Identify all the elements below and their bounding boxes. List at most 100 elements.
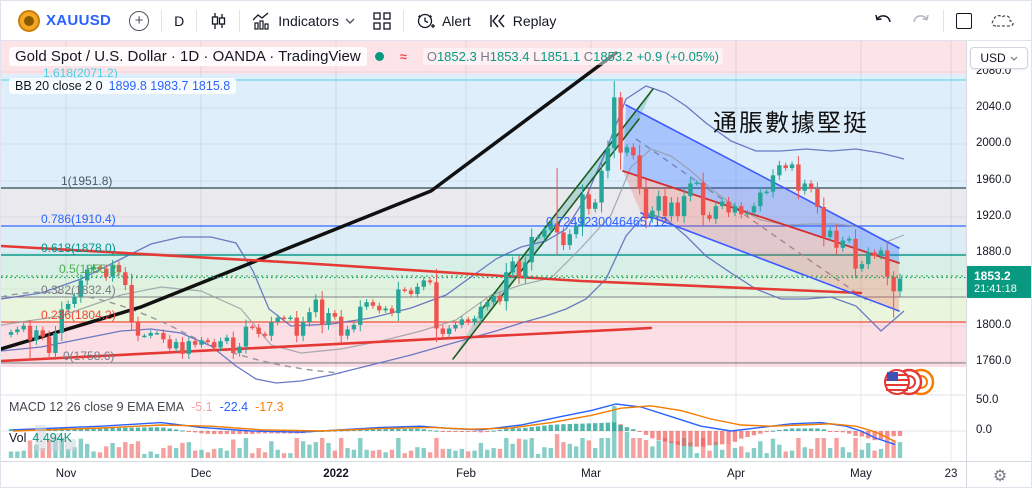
interval-button[interactable]: D — [165, 6, 193, 36]
volume-bar — [675, 441, 680, 458]
symbol-button[interactable]: XAUUSD — [9, 6, 120, 36]
macd-histogram-bar — [491, 430, 496, 432]
macd-histogram-bar — [580, 423, 585, 431]
macd-histogram-bar — [643, 431, 649, 435]
fib-level-label: 0.236(1804.2) — [41, 308, 116, 322]
macd-histogram-bar — [637, 431, 642, 432]
currency-selector[interactable]: USD — [970, 47, 1028, 69]
volume-bar — [796, 438, 801, 458]
volume-bar — [802, 447, 807, 458]
volume-bar — [15, 451, 20, 458]
macd-histogram-bar — [262, 431, 268, 434]
undo-button[interactable] — [864, 6, 902, 36]
indicators-label: Indicators — [278, 12, 339, 29]
cloud-save-button[interactable] — [981, 6, 1025, 36]
macd-legend-row[interactable]: MACD 12 26 close 9 EMA EMA -5.1 -22.4 -1… — [9, 400, 284, 414]
toolbar-divider — [402, 9, 404, 32]
volume-bar — [129, 444, 134, 458]
macd-histogram-bar — [421, 429, 426, 431]
trend-line[interactable] — [1, 51, 618, 351]
fib-background-band — [1, 297, 966, 322]
macd-histogram-bar — [85, 428, 90, 431]
toolbar-divider — [239, 9, 241, 32]
macd-histogram-bar — [510, 428, 515, 431]
volume-bar — [199, 449, 204, 458]
macd-histogram-bar — [358, 429, 363, 431]
volume-bar — [307, 444, 312, 458]
replay-button[interactable]: Replay — [480, 6, 566, 36]
volume-bar — [262, 452, 268, 458]
volume-bar — [300, 441, 306, 458]
volume-bar — [891, 440, 896, 458]
candle-body — [218, 341, 223, 348]
volume-bar — [21, 450, 26, 458]
candle-body — [65, 304, 71, 310]
volume-legend-row[interactable]: Vol 4.494K — [9, 431, 72, 445]
volume-bar — [167, 445, 172, 458]
volume-bar — [751, 448, 757, 458]
volume-bar — [700, 438, 706, 458]
bollinger-upper-band — [1, 85, 905, 327]
price-axis[interactable]: USD 1853.2 21:41:18 2080.0 2040.0 2000.0 19… — [966, 41, 1031, 461]
macd-histogram-bar — [78, 428, 84, 431]
macd-hist-value: -5.1 — [191, 400, 213, 414]
macd-histogram-bar — [650, 431, 655, 439]
indicator-templates-button[interactable] — [364, 6, 400, 36]
alert-button[interactable]: Alert — [407, 6, 480, 36]
volume-bar — [319, 438, 325, 458]
price-axis-label: 2040.0 — [976, 101, 1012, 113]
volume-bar — [808, 448, 814, 458]
gold-coin-icon — [18, 9, 40, 32]
trend-line[interactable] — [640, 212, 900, 312]
indicators-button[interactable]: Indicators — [243, 6, 364, 36]
chart-type-button[interactable] — [200, 6, 236, 36]
macd-histogram-bar — [796, 428, 801, 431]
candle-body — [46, 336, 52, 353]
bb-legend-row[interactable]: BB 20 close 2 0 1899.8 1983.7 1815.8 — [9, 78, 237, 94]
candle-body — [97, 266, 103, 269]
symbol-add-button[interactable]: + — [120, 6, 158, 36]
candle-body — [40, 330, 45, 337]
volume-bar — [561, 442, 566, 458]
macd-histogram-bar — [173, 429, 179, 431]
symbol-legend-row[interactable]: Gold Spot / U.S. Dollar · 1D · OANDA · T… — [9, 47, 723, 66]
volume-bar — [205, 452, 211, 458]
redo-button[interactable] — [902, 6, 940, 36]
volume-bar — [523, 439, 528, 458]
candle-body — [21, 325, 26, 330]
candle-body — [472, 318, 477, 323]
candle-body — [8, 332, 14, 335]
candle-body — [866, 252, 871, 265]
volume-bar — [472, 450, 477, 458]
fullscreen-button[interactable] — [947, 6, 981, 36]
candle-body — [529, 236, 534, 263]
volume-bar — [78, 438, 84, 458]
volume-bar — [466, 451, 471, 458]
square-icon — [956, 12, 972, 29]
fib-level-label: 1.618(2071.2) — [43, 66, 118, 80]
macd-histogram-bar — [834, 431, 839, 432]
candle-body — [764, 191, 769, 194]
candle-body — [319, 299, 325, 325]
time-axis[interactable]: Nov Dec 2022 Feb Mar Apr May 23 — [1, 461, 966, 487]
volume-bar — [27, 440, 33, 458]
candle-body — [491, 295, 496, 303]
trend-line[interactable] — [625, 104, 900, 249]
gear-icon[interactable]: ⚙ — [992, 467, 1008, 485]
candle-body — [358, 306, 363, 325]
macd-histogram-bar — [427, 430, 433, 432]
volume-bar — [351, 449, 357, 458]
candle-body — [459, 319, 465, 325]
macd-histogram-bar — [97, 428, 103, 431]
macd-signal-line — [12, 405, 896, 443]
candlestick-icon — [212, 12, 226, 29]
volume-bar — [789, 450, 795, 458]
trend-line[interactable] — [1, 244, 863, 295]
candle-body — [681, 196, 687, 217]
chart-pane[interactable]: Gold Spot / U.S. Dollar · 1D · OANDA · T… — [1, 41, 966, 461]
candle-body — [777, 165, 782, 176]
trend-line[interactable] — [1, 326, 653, 363]
macd-histogram-bar — [770, 430, 776, 432]
macd-histogram-bar — [815, 428, 820, 431]
trend-line[interactable] — [622, 170, 900, 264]
